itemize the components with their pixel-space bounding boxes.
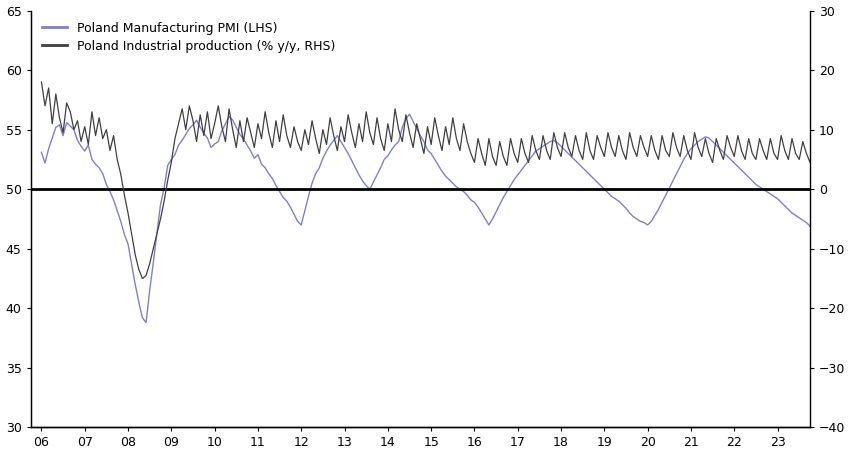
Legend: Poland Manufacturing PMI (LHS), Poland Industrial production (% y/y, RHS): Poland Manufacturing PMI (LHS), Poland I… xyxy=(37,17,340,58)
